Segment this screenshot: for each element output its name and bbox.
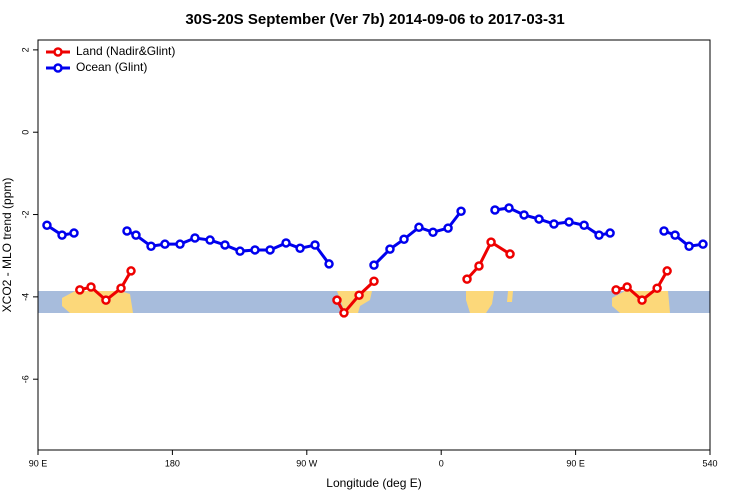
- data-point: [443, 223, 453, 233]
- data-point: [698, 239, 708, 249]
- data-point: [116, 283, 126, 293]
- data-point: [622, 282, 632, 292]
- data-point: [175, 239, 185, 249]
- data-point: [456, 206, 466, 216]
- data-point: [414, 222, 424, 233]
- plot-frame: [37, 39, 711, 451]
- data-point: [369, 260, 379, 270]
- y-tick-label: -6: [20, 375, 30, 383]
- data-point: [369, 276, 379, 286]
- series-line: [663, 229, 704, 248]
- chart-title: 30S-20S September (Ver 7b) 2014-09-06 to…: [185, 11, 564, 28]
- data-point: [265, 245, 275, 255]
- data-point: [474, 261, 484, 271]
- data-point: [534, 214, 544, 224]
- data-point: [594, 230, 604, 240]
- data-point: [354, 290, 364, 300]
- data-point: [504, 203, 514, 213]
- data-point: [486, 237, 496, 247]
- legend-label: Land (Nadir&Glint): [76, 44, 175, 58]
- data-point: [339, 308, 349, 318]
- y-tick-label: -2: [20, 211, 30, 219]
- data-point: [86, 282, 96, 292]
- y-tick-label: 2: [20, 47, 30, 52]
- y-axis-label: XCO2 - MLO trend (ppm): [0, 178, 14, 313]
- data-point: [101, 295, 111, 305]
- series-line: [335, 280, 376, 316]
- data-point: [75, 285, 85, 295]
- data-point: [146, 241, 156, 251]
- data-point: [281, 238, 291, 248]
- data-point: [605, 228, 615, 238]
- x-axis-label: Longitude (deg E): [326, 476, 421, 490]
- data-point: [42, 220, 52, 230]
- data-point: [131, 230, 141, 240]
- data-point: [670, 230, 680, 240]
- data-point: [250, 245, 260, 255]
- data-point: [160, 239, 170, 249]
- data-point: [399, 234, 409, 244]
- data-point: [295, 243, 305, 254]
- legend-swatch: [53, 47, 63, 57]
- data-point: [684, 241, 694, 251]
- legend-label: Ocean (Glint): [76, 60, 147, 74]
- x-tick-label: 0: [439, 458, 444, 468]
- data-point: [332, 295, 342, 305]
- x-tick-label: 540: [702, 458, 717, 468]
- series-line: [372, 210, 463, 267]
- data-point: [310, 240, 320, 250]
- data-point: [637, 295, 647, 305]
- data-point: [122, 226, 132, 236]
- data-point: [57, 230, 67, 240]
- data-point: [505, 249, 515, 259]
- x-tick-label: 90 E: [29, 458, 48, 468]
- land-shape: [466, 291, 494, 313]
- data-point: [190, 233, 200, 243]
- data-point: [519, 210, 529, 220]
- data-point: [659, 226, 669, 236]
- data-point: [235, 246, 245, 256]
- series-line: [465, 239, 511, 281]
- land-shape: [507, 291, 513, 302]
- y-tick-label: -4: [20, 293, 30, 301]
- data-point: [490, 205, 500, 215]
- data-point: [549, 219, 559, 229]
- land-shape: [62, 291, 133, 313]
- x-tick-label: 90 W: [296, 458, 318, 468]
- data-point: [220, 240, 230, 250]
- data-point: [564, 217, 574, 227]
- data-point: [126, 266, 136, 276]
- legend-swatch: [53, 63, 63, 73]
- y-tick-label: 0: [20, 130, 30, 135]
- data-point: [611, 285, 621, 295]
- data-point: [579, 220, 589, 230]
- ocean-band: [38, 291, 710, 313]
- data-point: [385, 244, 395, 254]
- data-point: [462, 274, 472, 284]
- data-point: [69, 228, 79, 238]
- x-tick-label: 180: [165, 458, 180, 468]
- map-strip: [38, 291, 710, 313]
- data-point: [324, 259, 334, 269]
- data-point: [205, 235, 215, 245]
- data-point: [428, 227, 438, 237]
- data-point: [662, 266, 672, 276]
- data-point: [652, 283, 662, 293]
- x-tick-label: 90 E: [566, 458, 585, 468]
